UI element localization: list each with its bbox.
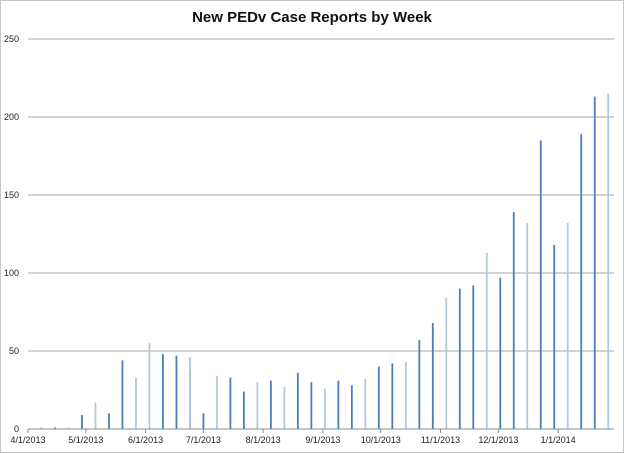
bar-series-1 — [512, 212, 515, 429]
bar-series-2 — [566, 223, 569, 429]
y-tick-label: 50 — [9, 346, 19, 356]
x-tick-label: 10/1/2013 — [361, 435, 401, 445]
bar-series-2 — [189, 357, 191, 429]
bar-series-1 — [229, 377, 232, 429]
bar-series-1 — [580, 134, 583, 429]
bar-series-1 — [418, 340, 421, 429]
bar-series-1 — [242, 391, 245, 429]
axes: 0 50 100 150 200 250 4/1/2013 5/1/2013 6/1/2013 7… — [4, 34, 614, 445]
chart-title: New PEDv Case Reports by Week — [192, 9, 432, 26]
x-tick-label: 6/1/2013 — [128, 435, 163, 445]
bar-series-2 — [607, 93, 610, 429]
x-tick-label: 11/1/2013 — [421, 435, 460, 445]
bar-series-1 — [391, 363, 394, 429]
bar-series-2 — [526, 223, 529, 429]
bar-series-1 — [499, 277, 502, 429]
x-tick-label: 8/1/2013 — [246, 435, 281, 445]
x-tick-label: 5/1/2013 — [68, 435, 103, 445]
bar-series-1 — [202, 413, 205, 429]
x-tick-label: 12/1/2013 — [478, 435, 518, 445]
bar-series-1 — [472, 285, 475, 429]
y-tick-label: 150 — [4, 190, 19, 200]
bar-series-1 — [458, 288, 461, 429]
bar-series-1 — [593, 96, 596, 429]
bar-series-2 — [404, 361, 407, 429]
x-tick-label: 1/1/2014 — [541, 435, 576, 445]
bar-series-1 — [108, 413, 110, 429]
bar-series-2 — [445, 297, 448, 429]
bars — [40, 93, 610, 429]
y-tick-label: 100 — [4, 268, 19, 278]
bar-series-1 — [269, 380, 272, 429]
bar-series-1 — [431, 322, 434, 429]
bar-series-2 — [283, 386, 286, 429]
bar-series-2 — [67, 427, 70, 429]
bar-series-2 — [135, 377, 137, 429]
bar-series-1 — [337, 380, 340, 429]
bar-series-1 — [162, 354, 164, 429]
bar-series-1 — [377, 366, 380, 429]
bar-series-1 — [81, 414, 83, 429]
bar-series-2 — [40, 427, 43, 429]
bar-series-1 — [296, 372, 299, 429]
x-tick-label: 4/1/2013 — [10, 435, 45, 445]
bar-series-2 — [323, 388, 326, 429]
x-tick-label: 7/1/2013 — [186, 435, 221, 445]
bar-series-1 — [553, 244, 556, 429]
y-tick-label: 200 — [4, 112, 19, 122]
bar-series-1 — [121, 360, 124, 429]
bar-series-1 — [175, 355, 178, 429]
bar-series-1 — [310, 382, 313, 429]
x-tick-label: 9/1/2013 — [305, 435, 340, 445]
bar-series-1 — [350, 385, 353, 429]
bar-series-2 — [216, 375, 218, 429]
bar-series-2 — [94, 402, 97, 429]
y-tick-label: 0 — [14, 424, 19, 434]
bar-series-2 — [485, 252, 488, 429]
bar-series-1 — [54, 427, 56, 429]
gridlines — [28, 38, 614, 352]
bar-series-2 — [364, 379, 367, 429]
bar-series-1 — [539, 140, 542, 429]
bar-series-2 — [256, 382, 259, 429]
bar-series-2 — [148, 343, 151, 429]
y-tick-label: 250 — [4, 34, 19, 44]
